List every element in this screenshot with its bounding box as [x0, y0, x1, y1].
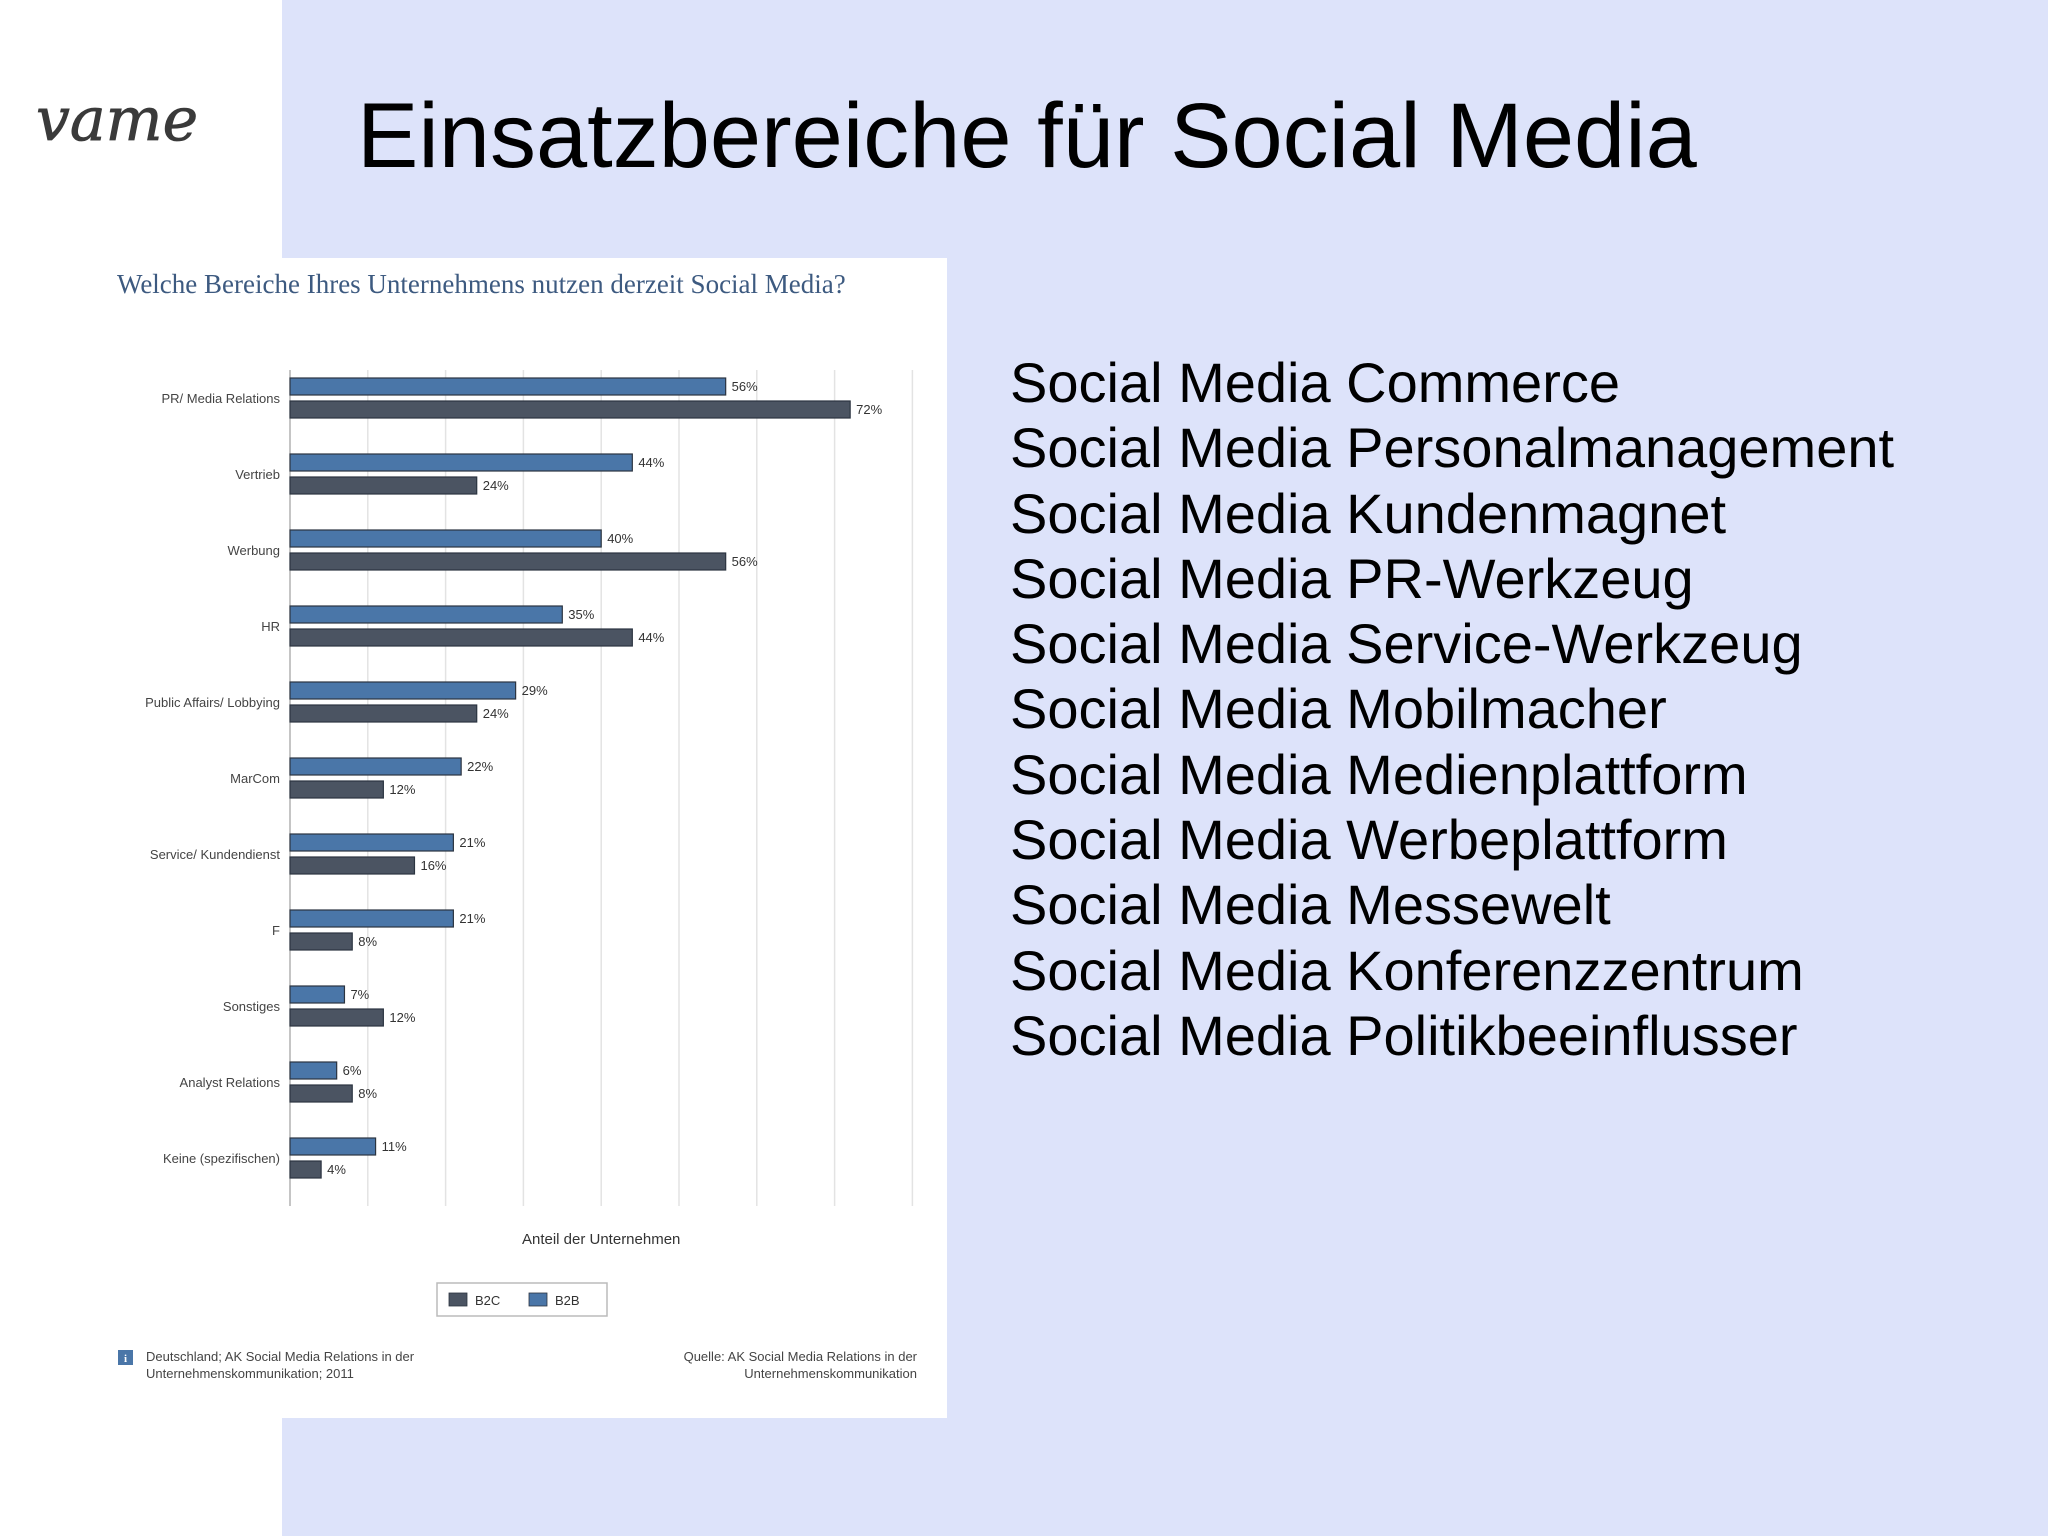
category-label: Service/ Kundendienst [150, 847, 280, 862]
data-label: 44% [638, 455, 664, 470]
data-label: 56% [732, 554, 758, 569]
data-label: 72% [856, 402, 882, 417]
category-label: Keine (spezifischen) [163, 1151, 280, 1166]
list-item: Social Media Kundenmagnet [1010, 481, 1727, 545]
list-item: Social Media Personalmanagement [1010, 416, 1895, 480]
b2b-bar [289, 909, 454, 928]
data-label: 12% [389, 782, 415, 797]
data-label: 11% [382, 1139, 407, 1154]
list-item: Social Media Medienplattform [1010, 742, 1748, 806]
b2b-bar [289, 453, 633, 472]
slide-title: Einsatzbereiche für Social Media [357, 85, 1697, 187]
data-label: 6% [343, 1063, 362, 1078]
b2c-bar [289, 628, 633, 647]
data-label: 22% [467, 759, 493, 774]
list-item: Social Media Werbeplattform [1010, 808, 1728, 872]
data-label: 35% [568, 607, 594, 622]
b2b-bar [289, 681, 517, 700]
data-label: 7% [350, 987, 369, 1002]
source-note-left: Unternehmenskommunikation; 2011 [146, 1366, 354, 1381]
b2c-bar [289, 552, 727, 571]
b2b-legend-swatch [528, 1292, 548, 1307]
list-item: Social Media PR-Werkzeug [1010, 546, 1694, 610]
data-label: 4% [327, 1162, 346, 1177]
category-label: Public Affairs/ Lobbying [145, 695, 280, 710]
b2b-bar [289, 985, 346, 1004]
data-label: 24% [483, 478, 509, 493]
x-axis-title: Anteil der Unternehmen [522, 1231, 680, 1248]
b2c-legend-swatch [448, 1292, 468, 1307]
b2c-bar [289, 1008, 384, 1027]
info-icon: i [118, 1350, 133, 1365]
list-item: Social Media Messewelt [1010, 873, 1611, 937]
category-label: Sonstiges [223, 999, 281, 1014]
data-label: 8% [358, 934, 377, 949]
category-label: PR/ Media Relations [162, 391, 281, 406]
data-label: 56% [732, 379, 758, 394]
b2b-bar [289, 833, 454, 852]
category-label: Analyst Relations [180, 1075, 281, 1090]
b2c-bar [289, 856, 416, 875]
data-label: 44% [638, 630, 664, 645]
data-label: 29% [522, 683, 548, 698]
list-item: Social Media Mobilmacher [1010, 677, 1667, 741]
grid-layer [289, 370, 914, 1206]
source-note-left: Deutschland; AK Social Media Relations i… [146, 1349, 415, 1364]
category-label: F [272, 923, 280, 938]
logo-text: vame [36, 85, 198, 155]
bar-chart: PR/ Media Relations 56% 72% Vertrieb 44% 24% W… [118, 370, 918, 1381]
b2b-bar [289, 377, 727, 396]
b2c-bar [289, 704, 478, 723]
chart-title: Welche Bereiche Ihres Unternehmens nutze… [117, 269, 846, 299]
b2b-bar [289, 1137, 377, 1156]
info-icon-box [118, 1350, 133, 1365]
b2c-bar [289, 1160, 322, 1179]
list-item: Social Media Commerce [1010, 351, 1620, 414]
b2c-bar [289, 780, 384, 799]
chart-source-notes: i Deutschland; AK Social Media Relations … [118, 1349, 918, 1381]
b2c-bar [289, 932, 353, 951]
source-note-right: Unternehmenskommunikation [744, 1366, 917, 1381]
b2c-bar [289, 400, 851, 419]
category-label: MarCom [230, 771, 280, 786]
data-label: 8% [358, 1086, 377, 1101]
vame-logo: vame [36, 85, 198, 156]
data-label: 16% [420, 858, 446, 873]
bars-layer: PR/ Media Relations 56% 72% Vertrieb 44% 24% W… [145, 377, 883, 1179]
info-icon-glyph: i [124, 1353, 127, 1365]
chart-panel: Welche Bereiche Ihres Unternehmens nutze… [102, 258, 947, 1418]
data-label: 21% [459, 911, 485, 926]
data-label: 21% [459, 835, 485, 850]
category-label: Werbung [227, 543, 280, 558]
category-label: HR [261, 619, 280, 634]
b2c-bar [289, 476, 478, 495]
b2c-bar [289, 1084, 353, 1103]
social-media-areas-list: Social Media Commerce Social Media Person… [1010, 350, 1894, 1068]
legend-label: B2C [475, 1293, 500, 1308]
data-label: 40% [607, 531, 633, 546]
b2b-bar [289, 757, 462, 776]
list-item: Social Media Politikbeeinflusser [1010, 1003, 1798, 1067]
list-item: Social Media Konferenzzentrum [1010, 938, 1804, 1002]
category-label: Vertrieb [235, 467, 280, 482]
source-note-right: Quelle: AK Social Media Relations in der [684, 1349, 918, 1364]
b2b-bar [289, 1061, 338, 1080]
b2b-bar [289, 529, 602, 548]
chart-legend: B2C B2B [436, 1282, 608, 1317]
legend-label: B2B [555, 1293, 580, 1308]
data-label: 24% [483, 706, 509, 721]
data-label: 12% [389, 1010, 415, 1025]
list-item: Social Media Service-Werkzeug [1010, 612, 1803, 676]
b2b-bar [289, 605, 563, 624]
